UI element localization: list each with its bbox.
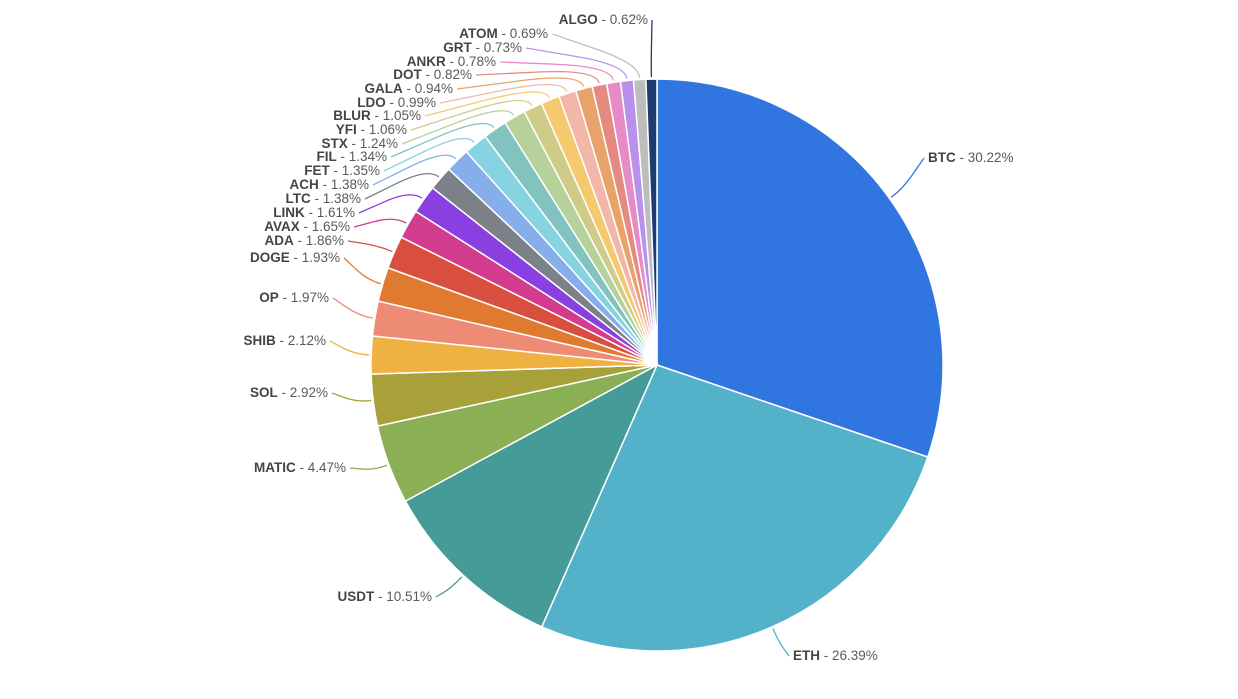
leader-line-stx	[401, 110, 515, 145]
leader-line-shib	[329, 340, 370, 356]
leader-line-doge	[343, 257, 381, 285]
slice-label-ltc: LTC - 1.38%	[285, 191, 361, 206]
pie-slice-usdt	[404, 363, 659, 628]
slice-label-ach: ACH - 1.38%	[289, 177, 369, 192]
pie-slices	[370, 78, 944, 652]
slice-label-matic: MATIC - 4.47%	[254, 460, 346, 475]
slice-label-stx: STX - 1.24%	[321, 136, 398, 151]
leader-line-yfi	[410, 99, 533, 131]
slice-label-link: LINK - 1.61%	[273, 205, 355, 220]
slice-label-fil: FIL - 1.34%	[316, 149, 387, 164]
leader-line-ldo	[439, 84, 568, 104]
slice-label-blur: BLUR - 1.05%	[333, 108, 421, 123]
pie-slice-btc	[656, 78, 944, 458]
slice-label-usdt: USDT - 10.51%	[337, 589, 432, 604]
leader-line-ada	[347, 240, 393, 253]
slice-label-algo: ALGO - 0.62%	[559, 12, 648, 27]
slice-label-btc: BTC - 30.22%	[928, 150, 1014, 165]
leader-line-fet	[383, 137, 475, 172]
leader-line-op	[332, 297, 373, 319]
leader-line-btc	[890, 157, 925, 198]
leader-line-sol	[331, 392, 372, 402]
leader-line-grt	[525, 47, 628, 79]
slice-label-dot: DOT - 0.82%	[393, 67, 472, 82]
leader-line-ach	[372, 154, 457, 186]
slice-label-ada: ADA - 1.86%	[264, 233, 344, 248]
pie-slice-eth	[540, 364, 929, 652]
leader-line-algo	[650, 19, 653, 78]
leader-line-dot	[475, 70, 600, 84]
slice-label-sol: SOL - 2.92%	[250, 385, 328, 400]
leader-line-ltc	[364, 172, 440, 200]
slice-label-eth: ETH - 26.39%	[793, 648, 878, 663]
leader-line-atom	[551, 33, 641, 78]
slice-labels: BTC - 30.22% ETH - 26.39% USDT - 10.51% MAT…	[243, 12, 1013, 663]
leader-line-gala	[456, 77, 585, 90]
pie-slice-algo	[645, 78, 658, 366]
leader-line-matic	[349, 464, 388, 470]
slice-label-fet: FET - 1.35%	[304, 163, 380, 178]
leader-line-eth	[772, 628, 790, 657]
slice-label-grt: GRT - 0.73%	[443, 40, 522, 55]
slice-label-op: OP - 1.97%	[259, 290, 329, 305]
leader-line-usdt	[435, 576, 463, 598]
leader-lines	[329, 19, 925, 657]
leader-line-avax	[353, 218, 407, 228]
slice-label-yfi: YFI - 1.06%	[336, 122, 407, 137]
slice-label-ldo: LDO - 0.99%	[357, 95, 436, 110]
slice-label-shib: SHIB - 2.12%	[243, 333, 326, 348]
slice-label-gala: GALA - 0.94%	[364, 81, 453, 96]
slice-label-atom: ATOM - 0.69%	[459, 26, 548, 41]
leader-line-link	[358, 194, 423, 214]
slice-label-doge: DOGE - 1.93%	[250, 250, 340, 265]
slice-label-ankr: ANKR - 0.78%	[407, 54, 496, 69]
leader-line-ankr	[499, 61, 614, 81]
slice-label-avax: AVAX - 1.65%	[264, 219, 350, 234]
leader-line-blur	[424, 91, 551, 117]
leader-line-fil	[390, 122, 495, 158]
